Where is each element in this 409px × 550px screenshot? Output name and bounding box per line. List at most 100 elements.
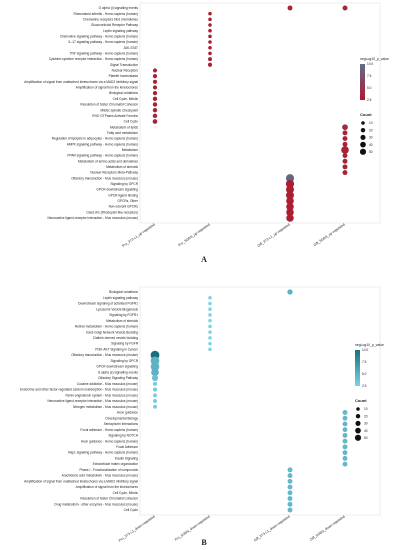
data-point <box>208 34 212 39</box>
term-label: trans-Golgi Network Vesicle Budding <box>86 330 138 334</box>
color-legend-bar <box>355 350 360 386</box>
term-label: GPCRs, Other <box>117 199 138 203</box>
data-point <box>342 141 348 147</box>
term-label: GPCR downstream signalling <box>96 365 138 369</box>
size-legend-title: Count <box>360 112 372 117</box>
term-label: Lysosome Vesicle Biogenesis <box>96 307 138 311</box>
term-label: Biological oxidations <box>109 91 138 95</box>
term-label: Amplification of signal from unattached … <box>24 80 138 84</box>
size-legend-tick: 10 <box>369 121 373 125</box>
term-label: Metabolism of lipids <box>110 125 138 129</box>
data-point <box>208 17 212 22</box>
term-label: Amplification of signal from the kinetoc… <box>76 485 139 489</box>
term-label: Insulin Signaling <box>115 456 138 460</box>
color-legend-tick: 10.0 <box>367 62 373 66</box>
data-point <box>342 461 348 467</box>
term-label: Rap1 signaling pathway - Homo sapiens (h… <box>68 451 138 455</box>
data-point <box>208 295 212 300</box>
data-point <box>152 85 158 90</box>
data-point <box>152 107 158 113</box>
data-point <box>287 496 293 501</box>
term-label: Retinol metabolism - Homo sapiens (human… <box>75 325 138 329</box>
data-point <box>286 208 294 217</box>
data-point <box>342 5 348 11</box>
term-label: Cell Cycle <box>124 120 139 124</box>
term-label: Focal adhesion - Homo sapiens (human) <box>80 428 138 432</box>
data-point <box>342 438 348 444</box>
color-legend-title: negLog10_p_value <box>355 343 384 347</box>
term-label: Endocrine and other factor-regulated cal… <box>20 388 138 392</box>
x-category-label: Pro_3T3-L1_up-regulated <box>121 222 155 248</box>
term-label: Metabolism of steroids <box>106 165 138 169</box>
color-legend-tick: 7.5 <box>367 74 372 78</box>
data-point <box>342 421 348 427</box>
term-label: RHO GTPases Activate Formins <box>92 114 138 118</box>
data-point <box>152 381 158 386</box>
data-point <box>208 313 212 317</box>
data-point <box>208 40 212 44</box>
term-label: Extracellular matrix organization <box>93 462 139 466</box>
term-label: Class A/1 (Rhodopsin-like receptors) <box>86 210 138 214</box>
term-label: Mitotic Spindle Checkpoint <box>100 108 138 112</box>
data-point <box>342 164 348 170</box>
term-label: TNF signaling pathway - Homo sapiens (hu… <box>70 52 138 56</box>
size-legend-dot <box>355 427 361 434</box>
data-point <box>151 368 159 377</box>
data-point <box>208 324 212 329</box>
size-legend-tick: 20 <box>364 414 368 418</box>
data-point <box>208 341 212 346</box>
term-label: Axon guidance - Homo sapiens (human) <box>81 439 138 443</box>
term-label: Olfactory Signaling Pathway <box>98 376 138 380</box>
term-label: Signaling by FGFR <box>111 342 139 346</box>
data-point <box>342 444 348 450</box>
size-legend-title: Count <box>355 398 367 403</box>
data-point <box>208 51 212 56</box>
term-label: Downstream signaling of activated FGFR1 <box>78 302 138 306</box>
size-legend-dot <box>360 127 366 133</box>
data-point <box>342 427 348 433</box>
term-label: Phase I - Functionalization of compounds <box>80 468 139 472</box>
data-point <box>342 170 348 176</box>
data-point <box>287 490 293 496</box>
color-legend-tick: 2.5 <box>362 384 367 388</box>
term-label: Focal Adhesion <box>116 445 138 449</box>
term-label: Nuclear Receptors Meta-Pathway <box>90 171 138 175</box>
size-legend-tick: 30 <box>369 136 373 140</box>
term-label: Arachidonic acid metabolism - Mus muscul… <box>62 474 138 478</box>
data-point <box>152 96 158 102</box>
term-label: AMPK signaling pathway - Homo sapiens (h… <box>67 142 138 146</box>
term-label: Chemokine receptors bind chemokines <box>83 17 139 21</box>
term-label: Non-odorant GPCRs <box>109 205 139 209</box>
size-legend-tick: 40 <box>364 429 368 433</box>
term-label: IL-17 signaling pathway - Homo sapiens (… <box>69 40 138 44</box>
data-point <box>208 23 212 27</box>
data-point <box>287 473 293 479</box>
data-point <box>341 146 349 154</box>
data-point <box>342 153 348 159</box>
term-label: Cell Cycle, Mitotic <box>113 491 139 495</box>
size-legend-dot <box>361 121 365 125</box>
x-category-label: Pro_3T3-L1_down-regulated <box>118 514 156 542</box>
data-point <box>287 289 293 295</box>
term-label: Leptin signaling pathway <box>103 296 138 300</box>
data-point <box>152 74 158 79</box>
color-legend-title: negLog10_p_value <box>360 57 389 61</box>
term-label: Cytokine-cytokine receptor interaction -… <box>49 57 138 61</box>
data-point <box>287 467 293 473</box>
data-point <box>286 185 294 194</box>
term-label: GPCR ligand binding <box>108 193 138 197</box>
term-label: Olfactory transduction - Mus musculus (m… <box>71 176 138 180</box>
panel-label: A <box>201 255 207 264</box>
data-point <box>207 62 213 67</box>
term-label: Renin-angiotensin system - Mus musculus … <box>66 393 138 397</box>
term-label: Metabolism of amino acids and derivative… <box>78 159 138 163</box>
term-label: GPCR downstream signalling <box>96 188 138 192</box>
term-label: Fatty acid metabolism <box>107 131 138 135</box>
size-legend-dot <box>355 420 361 426</box>
size-legend-dot <box>355 413 361 419</box>
color-legend-tick: 7.5 <box>362 360 367 364</box>
color-legend-tick: 5.0 <box>367 86 372 90</box>
term-label: Regulation of lipolysis in adipocytes - … <box>52 137 138 141</box>
term-label: Nitrogen metabolism - Mus musculus (mous… <box>73 405 138 409</box>
